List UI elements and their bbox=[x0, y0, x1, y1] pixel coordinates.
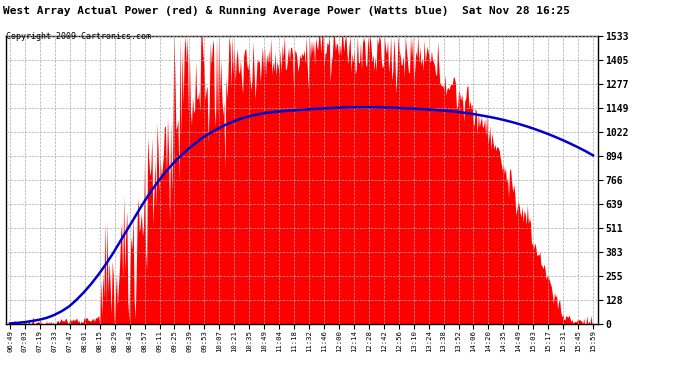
Text: Copyright 2009 Cartronics.com: Copyright 2009 Cartronics.com bbox=[6, 32, 150, 41]
Text: West Array Actual Power (red) & Running Average Power (Watts blue)  Sat Nov 28 1: West Array Actual Power (red) & Running … bbox=[3, 6, 571, 16]
